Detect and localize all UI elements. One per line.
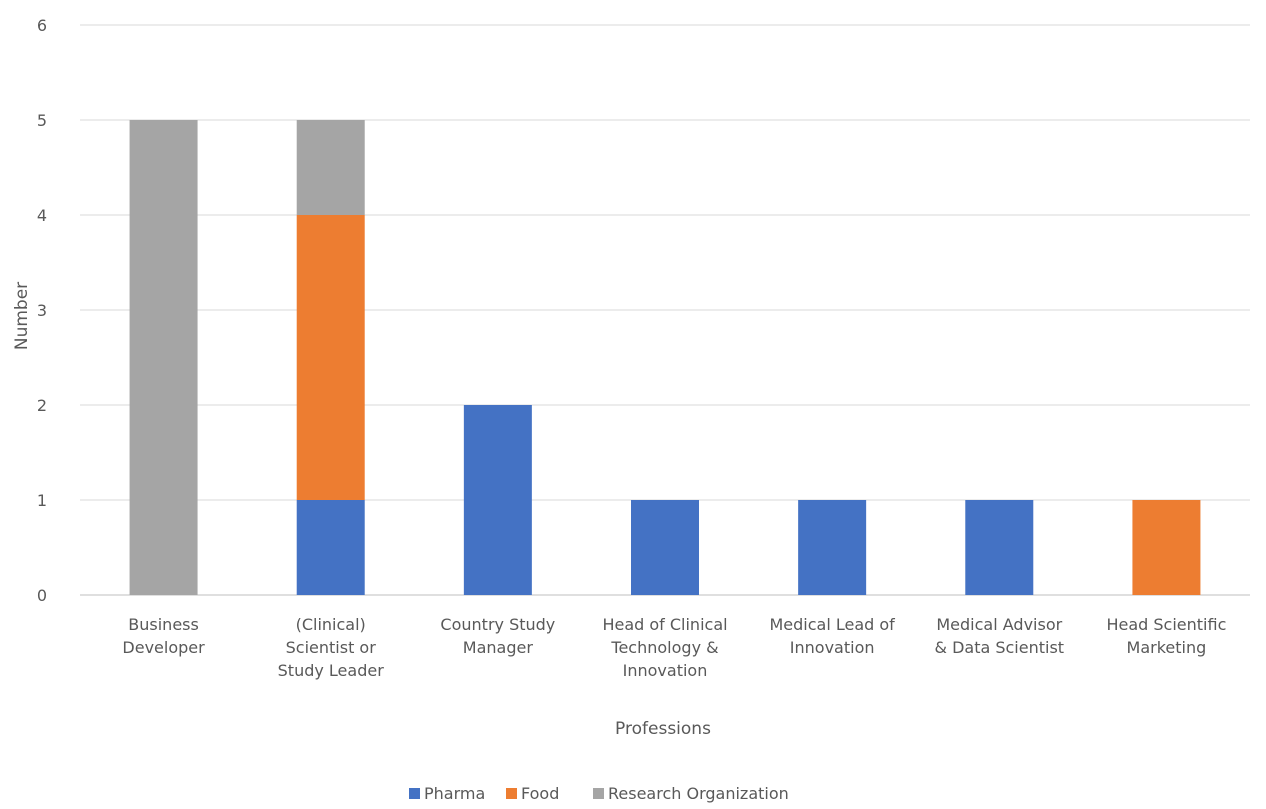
x-category-line: Study Leader [278, 661, 385, 680]
x-category-line: Medical Lead of [769, 615, 895, 634]
x-category-line: Marketing [1127, 638, 1207, 657]
legend-label: Food [521, 784, 559, 803]
y-tick-label: 6 [37, 16, 47, 35]
bar-pharma [798, 500, 867, 595]
legend-swatch [409, 788, 420, 799]
x-category-line: Manager [463, 638, 534, 657]
bar-research-organization [129, 120, 198, 595]
legend-swatch [593, 788, 604, 799]
x-category-label: Medical Lead of Innovation [769, 615, 895, 657]
x-category-line: (Clinical) [296, 615, 366, 634]
bar-pharma [631, 500, 699, 595]
x-category-label: Head of Clinical Technology & Innovation [602, 615, 727, 680]
gridlines [80, 24, 1250, 596]
bar-pharma [965, 500, 1034, 595]
y-tick-label: 0 [37, 586, 47, 605]
y-tick-label: 5 [37, 111, 47, 130]
y-tick-label: 2 [37, 396, 47, 415]
x-category-line: Innovation [623, 661, 708, 680]
bar-food [1132, 500, 1201, 595]
x-category-line: Country Study [440, 615, 555, 634]
x-category-line: Business [128, 615, 199, 634]
bar-pharma [296, 500, 365, 595]
legend: Pharma Food Research Organization [409, 784, 789, 803]
x-category-label: Country Study Manager [440, 615, 555, 657]
bar-food [296, 215, 365, 500]
bar-research-organization [296, 120, 365, 215]
x-category-line: Technology & [610, 638, 718, 657]
legend-item-research-organization: Research Organization [593, 784, 789, 803]
legend-label: Pharma [424, 784, 485, 803]
y-tick-label: 4 [37, 206, 47, 225]
legend-item-pharma: Pharma [409, 784, 485, 803]
x-category-label: Medical Advisor & Data Scientist [935, 615, 1065, 657]
x-category-line: Developer [122, 638, 205, 657]
bar-pharma [463, 405, 532, 595]
y-axis-title: Number [12, 282, 32, 350]
x-category-line: Head Scientific [1106, 615, 1226, 634]
bars [129, 120, 1201, 595]
y-tick-label: 1 [37, 491, 47, 510]
x-category-line: Scientist or [286, 638, 377, 657]
x-category-labels: Business Developer (Clinical) Scientist or S… [122, 615, 1226, 680]
y-tick-label: 3 [37, 301, 47, 320]
x-category-label: (Clinical) Scientist or Study Leader [278, 615, 385, 680]
legend-item-food: Food [506, 784, 559, 803]
legend-label: Research Organization [608, 784, 789, 803]
x-category-label: Business Developer [122, 615, 205, 657]
y-tick-labels: 0 1 2 3 4 5 6 [37, 16, 47, 605]
x-category-line: Medical Advisor [936, 615, 1062, 634]
x-axis-title: Professions [615, 719, 711, 739]
x-category-label: Head Scientific Marketing [1106, 615, 1226, 657]
x-category-line: & Data Scientist [935, 638, 1065, 657]
x-category-line: Innovation [790, 638, 875, 657]
x-category-line: Head of Clinical [602, 615, 727, 634]
legend-swatch [506, 788, 517, 799]
